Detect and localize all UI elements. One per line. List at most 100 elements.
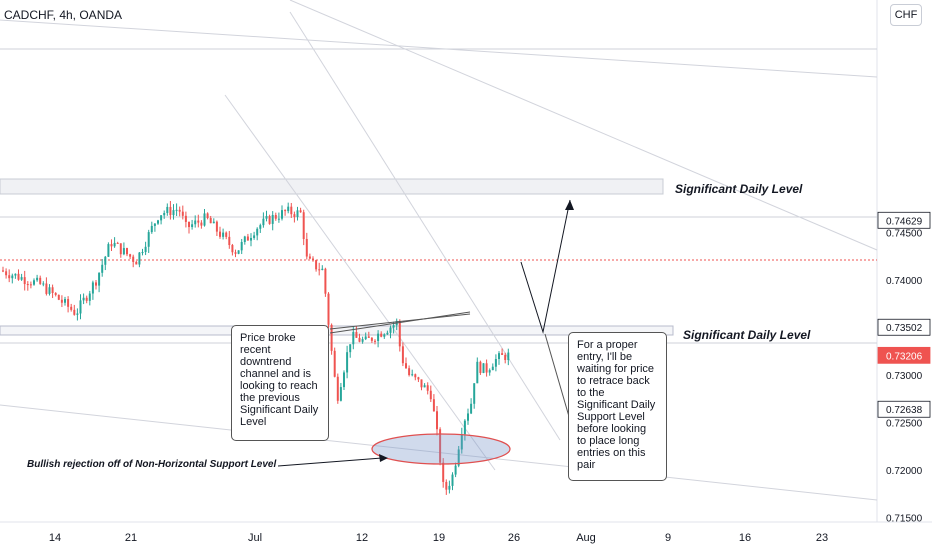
- candlesticks: [2, 200, 510, 495]
- candle-body: [370, 337, 373, 341]
- candle-body: [95, 282, 97, 286]
- bullish-rejection-label: Bullish rejection off of Non-Horizontal …: [27, 459, 277, 470]
- candle-body: [48, 287, 51, 294]
- candle-body: [166, 206, 169, 214]
- candle-body: [293, 214, 296, 217]
- candle-body: [408, 368, 411, 376]
- candle-body: [439, 429, 442, 463]
- candle-body: [426, 385, 429, 391]
- candle-body: [411, 374, 414, 376]
- candle-body: [181, 211, 184, 216]
- candle-body: [8, 275, 11, 279]
- candle-body: [29, 284, 32, 286]
- candle-body: [315, 260, 318, 270]
- price-label-badge: [877, 211, 931, 229]
- candle-body: [417, 377, 420, 380]
- lower-level-zone: [0, 325, 674, 336]
- candle-body: [429, 390, 432, 400]
- candle-body: [184, 215, 187, 222]
- candle-body: [423, 385, 426, 388]
- channel-line-a: [289, 0, 878, 251]
- projection-arrowhead: [565, 200, 574, 210]
- x-tick-label: 14: [49, 532, 61, 544]
- candle-body: [451, 474, 454, 486]
- price-label: 0.73206: [886, 351, 923, 362]
- candle-body: [101, 264, 104, 273]
- candle-body: [246, 236, 249, 241]
- candle-body: [256, 228, 259, 236]
- candle-body: [414, 374, 417, 378]
- candle-body: [129, 254, 132, 257]
- candle-body: [262, 218, 265, 226]
- candle-body: [57, 294, 60, 300]
- upper-level-zone: [0, 178, 664, 195]
- x-tick-label: 23: [816, 532, 828, 544]
- candle-body: [299, 210, 302, 213]
- candle-body: [454, 465, 457, 475]
- candle-body: [352, 332, 355, 345]
- channel-line-c: [289, 11, 561, 441]
- candle-body: [386, 332, 389, 335]
- candle-body: [336, 376, 339, 401]
- price-axis: 0.74500 0.74000 0.73000 0.72500 0.72000 0.715…: [886, 229, 923, 525]
- candle-body: [498, 353, 500, 360]
- candle-body: [445, 481, 448, 490]
- candle-body: [64, 299, 66, 303]
- candle-body: [268, 216, 271, 224]
- y-tick-label: 0.74000: [886, 276, 923, 287]
- candle-body: [358, 337, 361, 342]
- candle-body: [302, 212, 305, 239]
- candle-body: [333, 350, 336, 377]
- candle-body: [20, 277, 23, 280]
- candle-body: [308, 256, 311, 259]
- candle-body: [470, 403, 473, 414]
- time-axis: 14 21 Jul 12 19 26 Aug 9 16 23: [49, 532, 828, 544]
- x-tick-label: 26: [508, 532, 520, 544]
- candle-body: [467, 413, 469, 421]
- x-tick-label: Jul: [248, 532, 262, 544]
- candle-body: [231, 245, 234, 253]
- upper-level-label: Significant Daily Level: [675, 182, 803, 196]
- candle-body: [79, 300, 82, 314]
- candle-body: [14, 273, 17, 276]
- candle-body: [138, 252, 141, 265]
- y-tick-label: 0.74500: [886, 229, 923, 240]
- candle-body: [281, 210, 283, 219]
- candle-body: [153, 223, 156, 226]
- candle-body: [163, 213, 166, 216]
- y-tick-label: 0.72500: [886, 418, 923, 429]
- candle-body: [141, 252, 144, 254]
- candle-body: [312, 258, 314, 261]
- candle-body: [479, 361, 482, 373]
- candle-body: [26, 284, 29, 286]
- candle-body: [265, 216, 268, 219]
- candle-body: [383, 334, 386, 337]
- candle-body: [178, 209, 181, 212]
- rejection-ellipse: [371, 433, 511, 465]
- symbol-title: CADCHF, 4h, OANDA: [4, 8, 123, 22]
- candle-body: [274, 214, 277, 219]
- candle-body: [296, 210, 299, 217]
- x-tick-label: 12: [356, 532, 368, 544]
- price-label: 0.74629: [886, 216, 923, 227]
- candle-body: [88, 293, 91, 301]
- candle-body: [460, 434, 463, 450]
- candle-body: [2, 270, 4, 272]
- candle-body: [42, 283, 45, 285]
- candle-body: [405, 363, 407, 369]
- candle-body: [398, 320, 401, 347]
- channel-line-b: [224, 94, 496, 471]
- candle-body: [17, 273, 20, 280]
- candle-body: [346, 352, 349, 373]
- candle-body: [206, 213, 209, 219]
- price-labels: 0.74629 0.73502 0.73206 0.72638: [877, 211, 931, 418]
- candle-body: [126, 248, 128, 255]
- price-label: 0.72638: [886, 405, 923, 416]
- candle-body: [45, 283, 48, 294]
- candle-body: [343, 372, 345, 388]
- candle-body: [197, 220, 200, 223]
- y-tick-label: 0.73000: [886, 371, 923, 382]
- currency-button[interactable]: CHF: [890, 4, 922, 26]
- price-label-badge: [877, 318, 931, 336]
